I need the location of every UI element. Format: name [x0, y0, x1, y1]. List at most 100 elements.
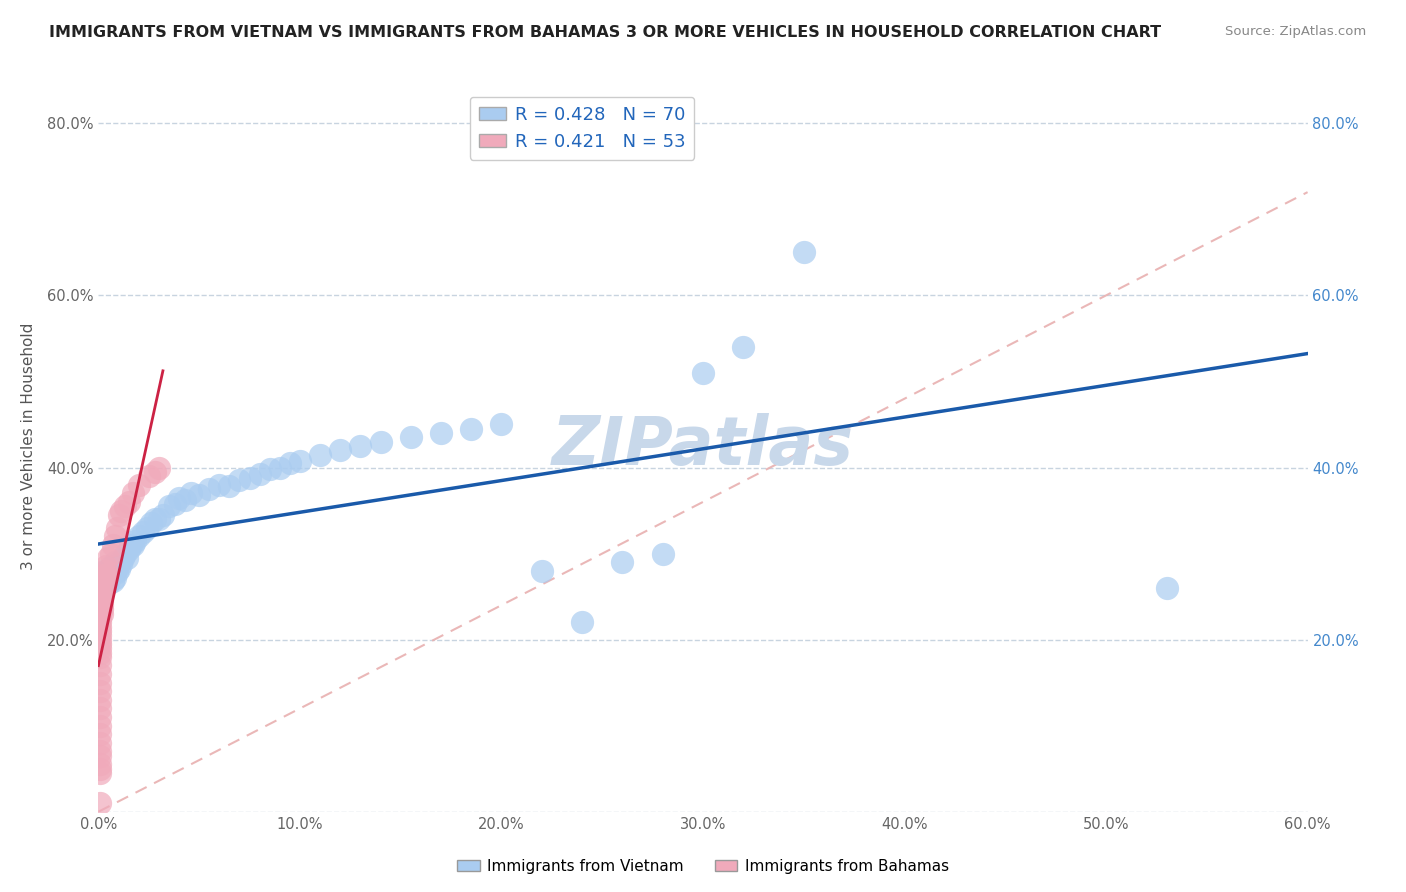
Point — [692, 366, 714, 380]
Point — [89, 748, 111, 763]
Point — [148, 512, 170, 526]
Point — [309, 448, 332, 462]
Point — [460, 422, 482, 436]
Point — [110, 557, 132, 571]
Point — [89, 766, 111, 780]
Point — [218, 479, 240, 493]
Point — [228, 474, 250, 488]
Point — [135, 521, 157, 535]
Point — [89, 701, 111, 715]
Point — [91, 598, 114, 612]
Point — [143, 512, 166, 526]
Point — [91, 576, 114, 591]
Point — [96, 564, 118, 578]
Point — [103, 571, 125, 585]
Point — [269, 460, 291, 475]
Point — [101, 538, 124, 552]
Point — [530, 564, 553, 578]
Point — [89, 620, 111, 634]
Point — [121, 538, 143, 552]
Point — [110, 503, 132, 517]
Legend: Immigrants from Vietnam, Immigrants from Bahamas: Immigrants from Vietnam, Immigrants from… — [451, 853, 955, 880]
Point — [120, 538, 142, 552]
Point — [188, 488, 211, 502]
Point — [89, 641, 111, 656]
Point — [89, 628, 111, 642]
Point — [651, 547, 673, 561]
Point — [114, 500, 136, 514]
Point — [105, 521, 128, 535]
Point — [103, 564, 125, 578]
Point — [89, 624, 111, 638]
Point — [89, 615, 111, 630]
Point — [91, 585, 114, 599]
Point — [93, 564, 115, 578]
Point — [329, 443, 352, 458]
Point — [139, 516, 162, 531]
Point — [121, 486, 143, 500]
Point — [96, 574, 118, 588]
Point — [100, 568, 122, 582]
Point — [89, 632, 111, 647]
Point — [103, 555, 125, 569]
Point — [118, 542, 141, 557]
Point — [115, 550, 138, 565]
Point — [128, 477, 150, 491]
Point — [91, 594, 114, 608]
Point — [89, 581, 111, 595]
Point — [124, 533, 146, 548]
Point — [97, 573, 120, 587]
Point — [288, 453, 311, 467]
Point — [612, 555, 634, 569]
Point — [89, 646, 111, 660]
Point — [430, 426, 453, 441]
Point — [101, 559, 124, 574]
Point — [1156, 581, 1178, 595]
Point — [239, 471, 262, 485]
Point — [93, 581, 115, 595]
Point — [138, 469, 160, 483]
Point — [107, 555, 129, 569]
Point — [370, 434, 392, 449]
Point — [89, 637, 111, 651]
Y-axis label: 3 or more Vehicles in Household: 3 or more Vehicles in Household — [21, 322, 35, 570]
Point — [101, 566, 124, 580]
Point — [89, 744, 111, 758]
Point — [93, 573, 115, 587]
Point — [278, 456, 301, 470]
Point — [89, 710, 111, 724]
Point — [167, 491, 190, 505]
Point — [107, 562, 129, 576]
Point — [107, 508, 129, 522]
Point — [148, 460, 170, 475]
Point — [114, 547, 136, 561]
Point — [100, 547, 122, 561]
Point — [89, 719, 111, 733]
Point — [793, 245, 815, 260]
Point — [157, 500, 180, 514]
Point — [111, 550, 134, 565]
Point — [91, 573, 114, 587]
Point — [97, 564, 120, 578]
Point — [249, 467, 271, 482]
Point — [399, 430, 422, 444]
Point — [198, 482, 221, 496]
Point — [89, 757, 111, 772]
Point — [132, 524, 155, 539]
Point — [93, 568, 115, 582]
Point — [101, 574, 124, 588]
Text: IMMIGRANTS FROM VIETNAM VS IMMIGRANTS FROM BAHAMAS 3 OR MORE VEHICLES IN HOUSEHO: IMMIGRANTS FROM VIETNAM VS IMMIGRANTS FR… — [49, 25, 1161, 40]
Point — [96, 559, 118, 574]
Point — [89, 727, 111, 741]
Point — [128, 529, 150, 543]
Legend: R = 0.428   N = 70, R = 0.421   N = 53: R = 0.428 N = 70, R = 0.421 N = 53 — [470, 96, 695, 160]
Point — [93, 576, 115, 591]
Point — [91, 590, 114, 604]
Point — [89, 762, 111, 776]
Point — [93, 571, 115, 585]
Point — [91, 607, 114, 621]
Point — [349, 439, 371, 453]
Point — [89, 796, 111, 810]
Point — [96, 568, 118, 582]
Text: ZIPatlas: ZIPatlas — [553, 413, 853, 479]
